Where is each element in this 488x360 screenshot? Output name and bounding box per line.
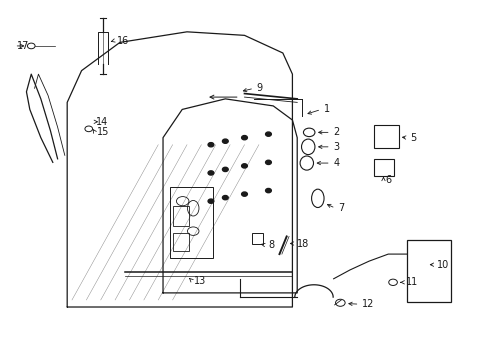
Circle shape — [265, 189, 271, 193]
Text: 11: 11 — [405, 277, 417, 287]
Text: 1: 1 — [323, 104, 329, 114]
Circle shape — [241, 192, 247, 196]
Text: 14: 14 — [96, 117, 108, 127]
Circle shape — [208, 143, 213, 147]
Bar — [172, 233, 189, 251]
Text: 18: 18 — [297, 239, 309, 248]
Circle shape — [265, 160, 271, 165]
Text: 5: 5 — [409, 133, 415, 143]
Circle shape — [208, 171, 213, 175]
Text: 3: 3 — [332, 142, 339, 152]
Circle shape — [222, 167, 228, 171]
Bar — [373, 125, 398, 148]
Text: 13: 13 — [194, 275, 206, 285]
Text: 8: 8 — [268, 240, 274, 250]
Bar — [170, 187, 213, 258]
Text: 9: 9 — [256, 83, 262, 93]
Text: 4: 4 — [332, 158, 339, 168]
Text: 12: 12 — [361, 299, 373, 309]
Text: 16: 16 — [116, 36, 128, 46]
Circle shape — [265, 132, 271, 136]
Bar — [373, 159, 393, 176]
Text: 7: 7 — [337, 203, 344, 213]
Text: 10: 10 — [436, 260, 448, 270]
Text: 15: 15 — [97, 127, 109, 138]
Bar — [172, 207, 189, 226]
Text: 6: 6 — [385, 175, 391, 185]
Text: 17: 17 — [17, 41, 29, 51]
Circle shape — [208, 199, 213, 203]
Circle shape — [222, 195, 228, 200]
Circle shape — [222, 139, 228, 143]
Circle shape — [241, 136, 247, 140]
Bar — [252, 233, 262, 243]
Text: 2: 2 — [332, 127, 339, 138]
Bar — [407, 240, 449, 302]
Circle shape — [241, 164, 247, 168]
